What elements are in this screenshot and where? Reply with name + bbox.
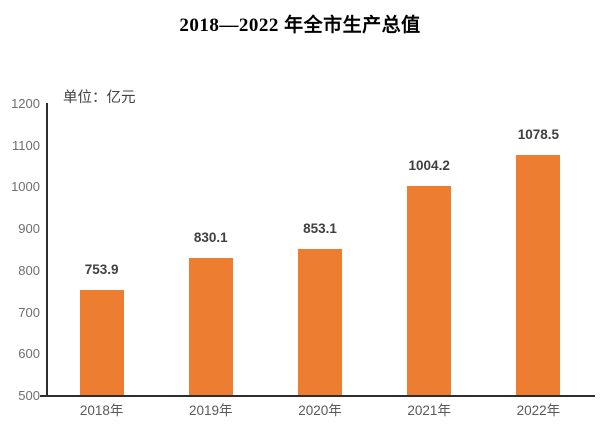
y-tick-label: 700 [18,304,40,320]
x-tick-label: 2020年 [298,403,342,418]
x-tick-label: 2021年 [407,403,451,418]
chart-title: 2018—2022 年全市生产总值 [179,15,421,36]
y-tick-label: 600 [18,346,40,362]
y-tick-label: 1000 [11,179,40,195]
y-axis-line [46,103,48,396]
bar [407,185,452,396]
y-tick-label: 800 [18,262,40,278]
y-tick-label: 1200 [11,96,40,111]
y-tick-label: 900 [18,221,40,237]
x-axis-line [40,395,595,397]
bar [298,248,342,396]
y-tick-label: 1100 [12,137,40,153]
x-tick-label: 2018年 [79,403,124,418]
x-tick-label: 2019年 [189,403,233,418]
bar [188,258,233,396]
bar-value-label: 1078.5 [517,126,560,142]
unit-label: 单位：亿元 [63,90,136,106]
bar-value-label: 830.1 [193,230,228,246]
x-tick-label: 2022年 [516,403,561,418]
bar-value-label: 753.9 [84,262,119,278]
y-tick-label: 500 [18,388,40,403]
bar [79,290,124,396]
bar-value-label: 1004.2 [408,157,450,173]
bar [516,154,561,396]
bar-value-label: 853.1 [303,220,337,236]
